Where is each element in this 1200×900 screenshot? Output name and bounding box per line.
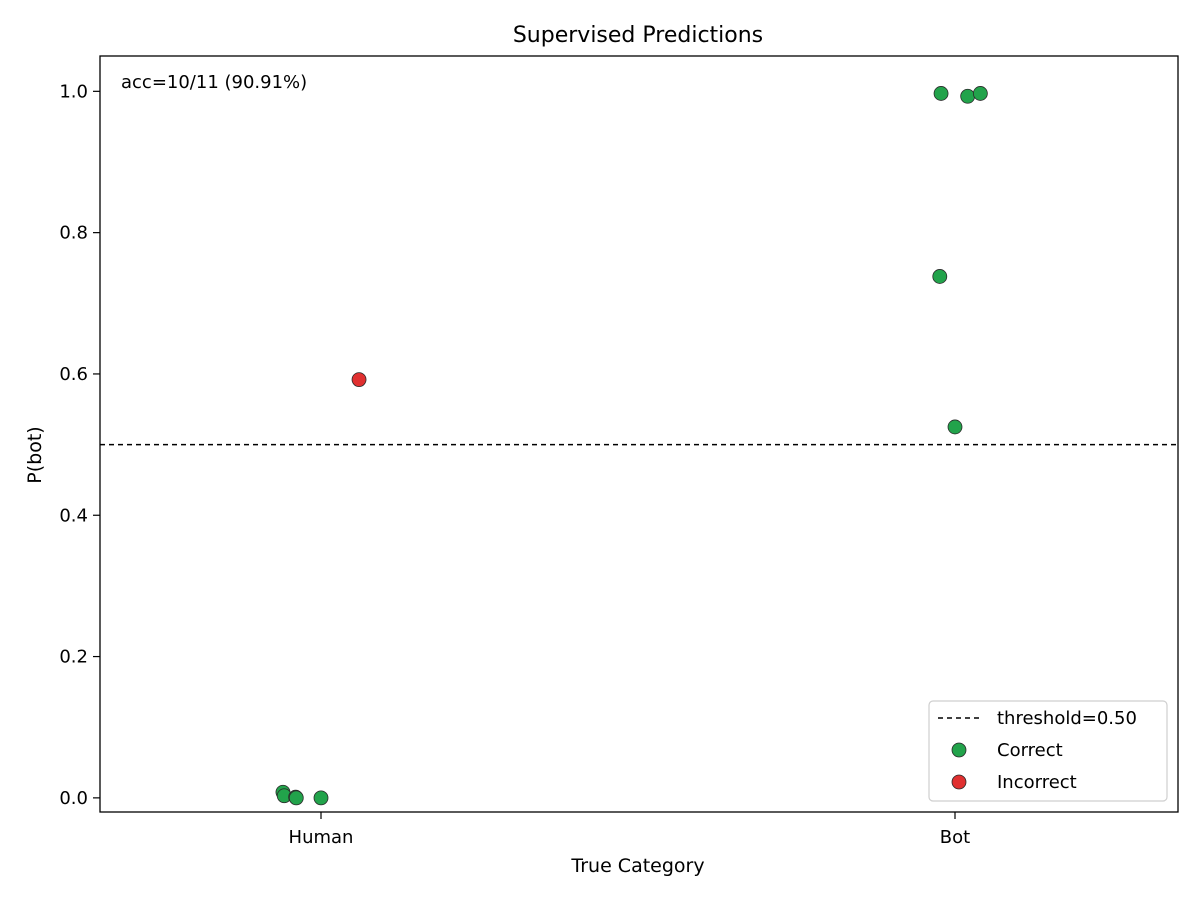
- legend: threshold=0.50 Correct Incorrect: [928, 700, 1168, 802]
- x-tick-label: Bot: [940, 827, 970, 848]
- y-tick-label: 0.8: [59, 223, 88, 244]
- data-point: [288, 790, 304, 806]
- legend-correct-label: Correct: [997, 740, 1063, 761]
- data-point: [947, 419, 963, 435]
- y-tick-label: 0.0: [59, 788, 88, 809]
- y-tick-label: 0.6: [59, 364, 88, 385]
- legend-incorrect-label: Incorrect: [997, 772, 1077, 793]
- legend-box: [928, 700, 1168, 802]
- axes-frame: [99, 55, 1179, 813]
- accuracy-annotation: acc=10/11 (90.91%): [121, 72, 307, 93]
- data-point: [313, 790, 329, 806]
- y-tick-label: 0.4: [59, 505, 88, 526]
- plot-area: 0.0 0.2 0.4 0.6 0.8 1.0 Human Bot: [59, 55, 1179, 848]
- y-tick-label: 0.2: [59, 647, 88, 668]
- data-point: [351, 372, 367, 387]
- data-point: [972, 86, 988, 101]
- x-tick-label: Human: [289, 827, 354, 848]
- y-tick-label: 1.0: [59, 81, 88, 102]
- legend-correct-marker: [951, 742, 967, 758]
- x-axis-label: True Category: [570, 855, 704, 877]
- data-point: [932, 269, 948, 284]
- data-point: [933, 86, 949, 101]
- legend-threshold-label: threshold=0.50: [997, 708, 1137, 729]
- y-axis-label: P(bot): [24, 426, 46, 483]
- data-point: [960, 88, 976, 104]
- chart-title: Supervised Predictions: [513, 23, 763, 48]
- legend-incorrect-marker: [951, 774, 967, 790]
